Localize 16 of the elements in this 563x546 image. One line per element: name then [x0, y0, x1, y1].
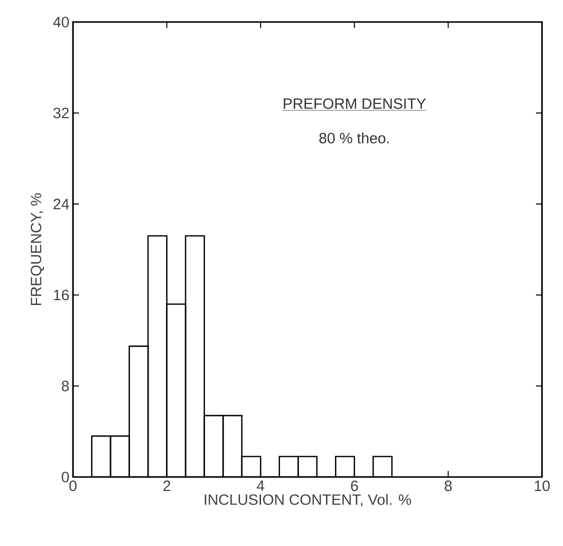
y-tick-label: 0: [62, 472, 69, 482]
x-tick-label: 4: [256, 480, 264, 491]
annotation: PREFORM DENSITY: [284, 98, 426, 109]
x-axis-title: INCLUSION CONTENT, Vol. %: [204, 494, 412, 507]
x-tick-label: 10: [534, 480, 550, 492]
y-tick-label: 32: [53, 108, 69, 118]
y-axis-title: FREQUENCY, %: [30, 193, 44, 306]
y-tick-label: 24: [54, 198, 70, 210]
y-tick-label: 8: [62, 380, 69, 392]
y-tick-label: 16: [54, 290, 69, 300]
y-tick-label: 40: [53, 16, 69, 28]
x-tick-label: 6: [351, 480, 358, 492]
annotation: 80 % theo.: [319, 132, 389, 144]
x-tick-label: 0: [69, 480, 77, 492]
x-tick-label: 8: [444, 480, 452, 492]
x-tick-label: 2: [163, 480, 170, 491]
